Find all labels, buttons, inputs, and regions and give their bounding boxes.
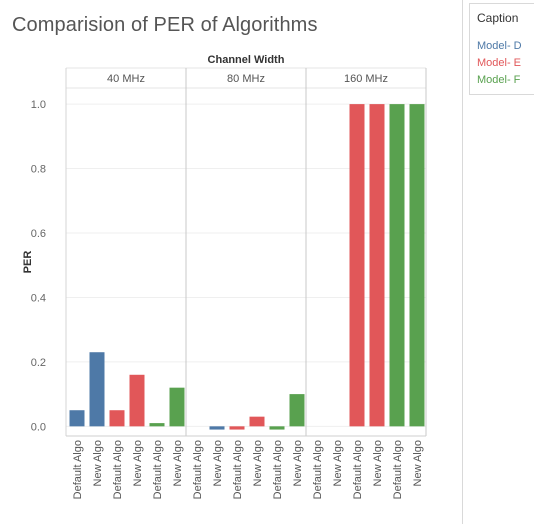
y-tick-label: 0.0: [31, 421, 46, 433]
bar[interactable]: [209, 426, 225, 430]
y-tick-label: 0.8: [31, 164, 46, 176]
y-tick-label: 1.0: [31, 99, 46, 111]
bar[interactable]: [289, 394, 305, 427]
x-tick-label: Default Algo: [272, 440, 284, 499]
bar[interactable]: [89, 352, 105, 427]
x-tick-label: Default Algo: [112, 440, 124, 499]
panel-label: 160 MHz: [344, 73, 388, 85]
x-tick-label: Default Algo: [152, 440, 164, 499]
x-tick-label: New Algo: [172, 440, 184, 486]
bar[interactable]: [349, 104, 365, 427]
bar[interactable]: [409, 104, 425, 427]
x-tick-label: Default Algo: [392, 440, 404, 499]
bar[interactable]: [389, 104, 405, 427]
bar[interactable]: [109, 410, 125, 427]
x-tick-label: New Algo: [332, 440, 344, 486]
bar[interactable]: [129, 374, 145, 427]
legend-title: Caption: [477, 11, 519, 25]
x-tick-label: Default Algo: [232, 440, 244, 499]
bar[interactable]: [249, 416, 265, 427]
x-tick-label: New Algo: [132, 440, 144, 486]
x-tick-label: Default Algo: [312, 440, 324, 499]
y-axis-label: PER: [22, 251, 34, 274]
bar[interactable]: [149, 423, 165, 427]
x-tick-label: Default Algo: [192, 440, 204, 499]
chart-plot: Channel Width 0.0 0.2 0.4 0.6 0.8 1.0 PER 40 MHz…: [22, 54, 427, 499]
bar[interactable]: [269, 426, 285, 430]
x-tick-label: New Algo: [252, 440, 264, 486]
x-tick-label: Default Algo: [352, 440, 364, 499]
y-tick-label: 0.4: [31, 292, 46, 304]
column-header: Channel Width: [208, 54, 285, 66]
x-tick-label: New Algo: [412, 440, 424, 486]
legend: Caption Model- D Model- E Model- F: [469, 3, 534, 95]
chart-panel: Comparision of PER of Algorithms Channel…: [12, 0, 463, 524]
x-tick-label: New Algo: [92, 440, 104, 486]
x-tick-label: New Algo: [292, 440, 304, 486]
bar[interactable]: [69, 410, 85, 427]
bar[interactable]: [229, 426, 245, 430]
bar[interactable]: [169, 387, 185, 427]
legend-item-model-f[interactable]: Model- F: [477, 74, 521, 86]
bar[interactable]: [369, 104, 385, 427]
x-tick-label: New Algo: [372, 440, 384, 486]
panel-label: 40 MHz: [107, 73, 145, 85]
chart-title: Comparision of PER of Algorithms: [12, 14, 318, 36]
y-tick-label: 0.6: [31, 228, 46, 240]
x-tick-label: Default Algo: [72, 440, 84, 499]
legend-item-model-e[interactable]: Model- E: [477, 57, 522, 69]
legend-item-model-d[interactable]: Model- D: [477, 40, 522, 52]
panel-label: 80 MHz: [227, 73, 265, 85]
y-tick-label: 0.2: [31, 357, 46, 369]
x-tick-label: New Algo: [212, 440, 224, 486]
